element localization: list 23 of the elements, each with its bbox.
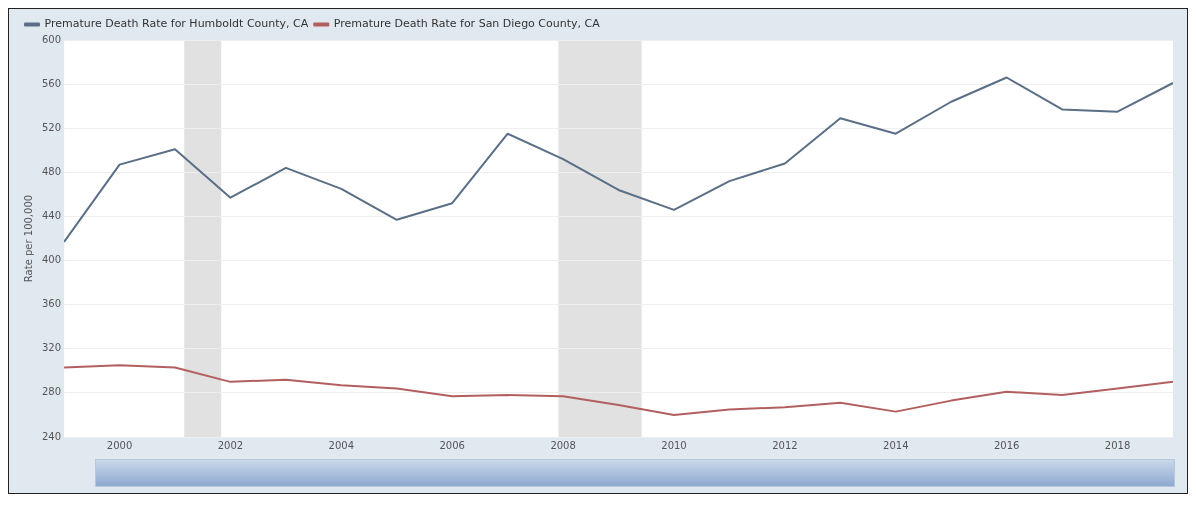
x-tick-label: 2012 <box>772 439 798 451</box>
y-tick-label: 480 <box>41 165 62 177</box>
x-tick-label: 2016 <box>993 439 1020 451</box>
y-tick-label: 320 <box>41 342 62 354</box>
y-tick-label: 240 <box>41 430 62 442</box>
y-tick-label: 560 <box>41 77 62 89</box>
x-tick-label: 2014 <box>883 439 909 451</box>
x-tick-label: 2008 <box>550 439 576 451</box>
y-tick-label: 400 <box>41 254 62 266</box>
y-tick-label: 360 <box>41 298 62 310</box>
x-tick-label: 2004 <box>328 439 355 451</box>
x-tick-label: 2006 <box>439 439 465 451</box>
x-tick-label: 2002 <box>217 439 244 451</box>
legend-label: Premature Death Rate for San Diego County, CA <box>333 17 601 31</box>
y-tick-label: 600 <box>41 33 62 45</box>
x-tick-label: 2000 <box>106 439 133 451</box>
y-axis-title: Rate per 100,000 <box>22 194 34 283</box>
y-tick-label: 440 <box>41 210 62 222</box>
legend-label: Premature Death Rate for Humboldt County, CA <box>44 17 309 31</box>
x-tick-label: 2010 <box>661 439 687 451</box>
x-tick-label: 2018 <box>1104 439 1131 451</box>
y-tick-label: 520 <box>41 121 62 133</box>
y-tick-label: 280 <box>41 386 62 398</box>
